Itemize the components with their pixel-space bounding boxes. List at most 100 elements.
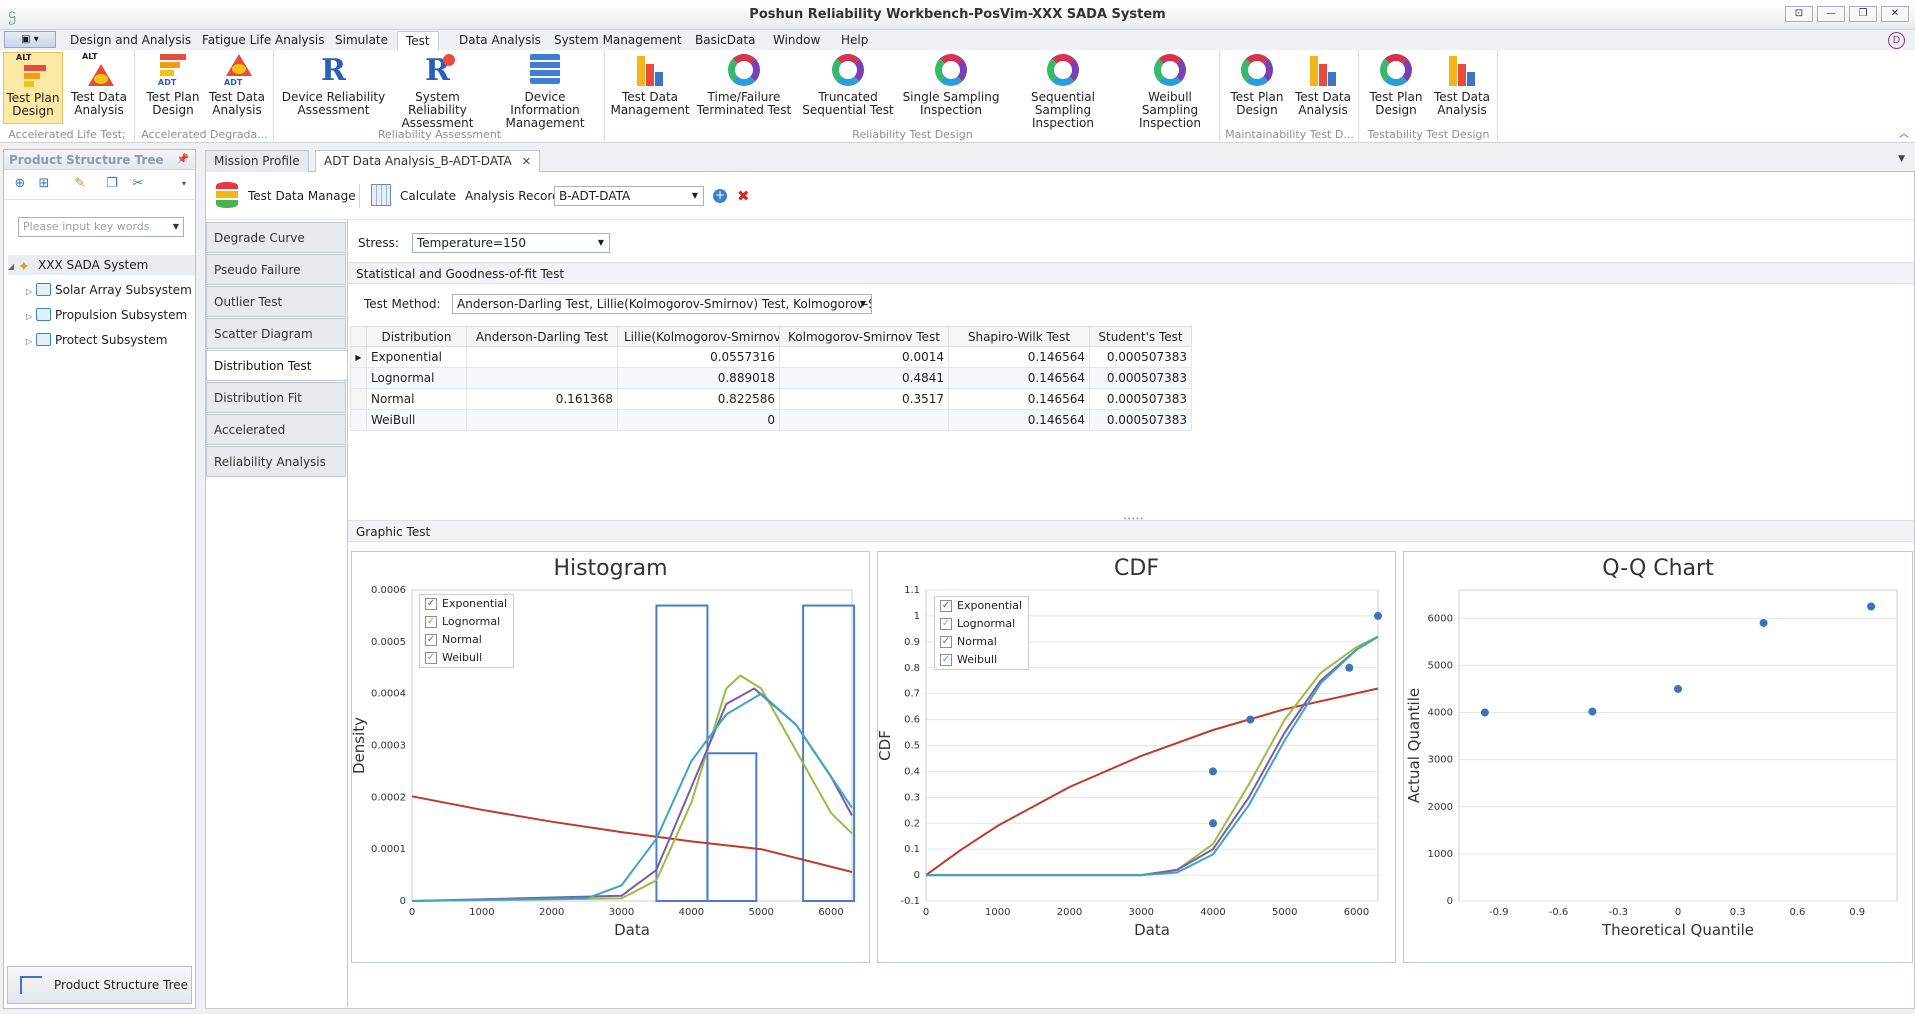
tab-design-analysis[interactable]: Design and Analysis	[70, 33, 192, 47]
close-button[interactable]: ✕	[1881, 6, 1909, 22]
test-method-select[interactable]: Anderson-Darling Test, Lillie(Kolmogorov…	[452, 294, 872, 314]
column-header[interactable]: Distribution	[366, 326, 467, 347]
test-value-cell[interactable]: 0.000507383	[1089, 409, 1192, 431]
quick-access-button[interactable]: ▣ ▾	[4, 31, 56, 48]
copy-icon[interactable]: ❐	[106, 176, 118, 191]
legend-item-lognormal[interactable]: ✓ Lognormal	[420, 613, 513, 631]
distribution-cell[interactable]: WeiBull	[366, 409, 467, 431]
test-value-cell[interactable]: 0.0557316	[617, 346, 780, 368]
sidetab-reliability-analysis[interactable]: Reliability Analysis	[206, 446, 346, 477]
legend-item-normal[interactable]: ✓ Normal	[935, 633, 1028, 651]
time-failure-terminated-test-button[interactable]: Time/Failure Terminated Test	[694, 52, 794, 124]
tree-item-solar-array[interactable]: ▷ Solar Array Subsystem	[26, 280, 192, 300]
test-value-cell[interactable]: 0.000507383	[1089, 346, 1192, 368]
test-value-cell[interactable]: 0.146564	[948, 346, 1090, 368]
collapse-ribbon-icon[interactable]: ︿	[1899, 129, 1909, 140]
maintainability-test-data-button[interactable]: Test Data Analysis	[1291, 52, 1355, 124]
test-value-cell[interactable]	[466, 409, 618, 431]
test-value-cell[interactable]: 0	[617, 409, 780, 431]
legend-checkbox-icon[interactable]: ✓	[425, 616, 437, 628]
table-row[interactable]: WeiBull 0 0.146564 0.000507383	[350, 409, 1192, 431]
restore-layout-button[interactable]: ⊡	[1785, 6, 1813, 22]
tab-window[interactable]: Window	[773, 33, 821, 47]
distribution-cell[interactable]: Exponential	[366, 346, 467, 368]
tab-adt-data-analysis[interactable]: ADT Data Analysis_B-ADT-DATA ✕	[315, 150, 540, 172]
tab-simulate[interactable]: Simulate	[335, 33, 389, 47]
column-header[interactable]: Lillie(Kolmogorov-Smirnov...	[617, 326, 780, 347]
test-value-cell[interactable]: 0.822586	[617, 388, 780, 410]
weibull-sampling-inspection-button[interactable]: Weibull Sampling Inspection	[1122, 52, 1218, 130]
distribution-cell[interactable]: Normal	[366, 388, 467, 410]
legend-checkbox-icon[interactable]: ✓	[425, 652, 437, 664]
delete-record-icon[interactable]: ✖	[737, 187, 750, 205]
distribution-cell[interactable]: Lognormal	[366, 367, 467, 389]
column-header[interactable]: Kolmogorov-Smirnov Test	[779, 326, 949, 347]
sidetab-pseudo-failure[interactable]: Pseudo Failure	[206, 254, 346, 285]
tree-root-item[interactable]: ◢ ✦ XXX SADA System	[8, 255, 195, 275]
legend-checkbox-icon[interactable]: ✓	[425, 634, 437, 646]
adt-test-data-analysis-button[interactable]: ADT Test Data Analysis	[206, 52, 268, 124]
tab-fatigue-life[interactable]: Fatigue Life Analysis	[202, 33, 325, 47]
legend-item-lognormal[interactable]: ✓ Lognormal	[935, 615, 1028, 633]
stress-select[interactable]: Temperature=150 ▼	[412, 233, 610, 253]
legend-item-weibull[interactable]: ✓ Weibull	[935, 651, 1028, 669]
test-value-cell[interactable]: 0.146564	[948, 367, 1090, 389]
calculate-button[interactable]: Calculate	[400, 189, 457, 203]
testability-test-plan-button[interactable]: Test Plan Design	[1364, 52, 1428, 124]
legend-item-exponential[interactable]: ✓ Exponential	[420, 595, 513, 613]
test-value-cell[interactable]: 0.889018	[617, 367, 780, 389]
column-header[interactable]: Student's Test	[1089, 326, 1192, 347]
test-value-cell[interactable]: 0.000507383	[1089, 367, 1192, 389]
expand-icon[interactable]: ▷	[26, 337, 33, 346]
test-data-manage-button[interactable]: Test Data Manage	[248, 189, 356, 203]
test-value-cell[interactable]: 0.4841	[779, 367, 949, 389]
legend-item-exponential[interactable]: ✓ Exponential	[935, 597, 1028, 615]
device-information-management-button[interactable]: Device Information Management	[489, 52, 601, 130]
tab-system-management[interactable]: System Management	[554, 33, 682, 47]
maintainability-test-plan-button[interactable]: Test Plan Design	[1225, 52, 1289, 124]
tree-search-input[interactable]: Please input key words ▼	[18, 217, 184, 237]
alt-test-data-analysis-button[interactable]: ALT Test Data Analysis	[70, 52, 128, 117]
tree-item-propulsion[interactable]: ▷ Propulsion Subsystem	[26, 305, 187, 325]
tab-help[interactable]: Help	[841, 33, 869, 47]
analysis-record-select[interactable]: B-ADT-DATA ▼	[554, 186, 704, 206]
alt-test-plan-design-button[interactable]: ALT Test Plan Design	[3, 52, 63, 124]
legend-checkbox-icon[interactable]: ✓	[940, 654, 952, 666]
test-value-cell[interactable]	[466, 367, 618, 389]
testability-test-data-button[interactable]: Test Data Analysis	[1430, 52, 1494, 124]
tab-data-analysis[interactable]: Data Analysis	[459, 33, 541, 47]
sequential-sampling-inspection-button[interactable]: Sequential Sampling Inspection	[1002, 52, 1124, 130]
sidetab-accelerated-parameter[interactable]: Accelerated Parameter	[206, 414, 346, 467]
test-value-cell[interactable]: 0.3517	[779, 388, 949, 410]
tabs-overflow-icon[interactable]: ▼	[1898, 154, 1905, 164]
test-value-cell[interactable]	[466, 346, 618, 368]
close-tab-icon[interactable]: ✕	[521, 155, 531, 168]
legend-checkbox-icon[interactable]: ✓	[940, 636, 952, 648]
device-reliability-assessment-button[interactable]: R Device Reliability Assessment	[281, 53, 386, 117]
sidetab-scatter-diagram[interactable]: Scatter Diagram	[206, 318, 346, 349]
sidetab-distribution-test[interactable]: Distribution Test	[206, 350, 348, 381]
system-reliability-assessment-button[interactable]: R System Reliability Assessment	[401, 53, 474, 130]
column-header[interactable]: Shapiro-Wilk Test	[948, 326, 1090, 347]
tab-test[interactable]: Test	[397, 31, 439, 50]
table-row[interactable]: Normal 0.161368 0.822586 0.3517 0.146564 0.00…	[350, 388, 1192, 410]
minimize-button[interactable]: —	[1817, 6, 1845, 22]
test-value-cell[interactable]	[779, 409, 949, 431]
legend-item-weibull[interactable]: ✓ Weibull	[420, 649, 513, 667]
toolbar-more-icon[interactable]: ▾	[181, 179, 186, 188]
adt-test-plan-design-button[interactable]: ADT Test Plan Design	[143, 52, 203, 124]
add-node-icon[interactable]: ⊕	[14, 176, 26, 191]
collapse-icon[interactable]: ◢	[8, 262, 15, 271]
tree-item-protect[interactable]: ▷ Protect Subsystem	[26, 330, 167, 350]
expand-icon[interactable]: ▷	[26, 287, 33, 296]
sidetab-degrade-curve-analysis[interactable]: Degrade Curve Analysis	[206, 222, 346, 275]
single-sampling-inspection-button[interactable]: Single Sampling Inspection	[902, 52, 1000, 124]
pin-icon[interactable]: 📌	[176, 154, 189, 165]
test-data-management-button[interactable]: Test Data Management	[610, 52, 690, 124]
test-value-cell[interactable]: 0.0014	[779, 346, 949, 368]
edit-icon[interactable]: ✎	[74, 176, 86, 191]
test-value-cell[interactable]: 0.146564	[948, 388, 1090, 410]
column-header[interactable]: Anderson-Darling Test	[466, 326, 618, 347]
cut-icon[interactable]: ✂	[132, 176, 144, 191]
legend-checkbox-icon[interactable]: ✓	[425, 598, 437, 610]
